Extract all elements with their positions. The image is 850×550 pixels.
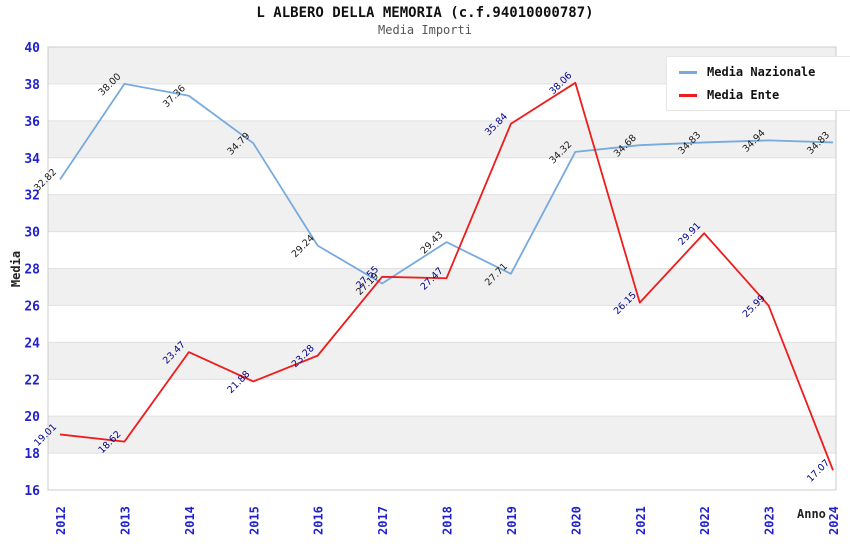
y-tick-label: 32 <box>24 189 40 204</box>
legend-swatch-media-ente <box>679 93 697 97</box>
x-tick-label: 2024 <box>827 506 841 535</box>
plot-band <box>48 342 836 380</box>
plot-border <box>47 46 837 491</box>
x-tick-label: 2022 <box>698 506 712 535</box>
data-point-label: 37.36 <box>161 83 188 110</box>
legend: Media Nazionale Media Ente <box>666 56 850 111</box>
data-point-label: 29.24 <box>290 233 317 260</box>
data-point-label: 29.43 <box>419 229 446 256</box>
x-tick-label: 2019 <box>505 506 519 535</box>
y-tick-label: 26 <box>24 299 40 314</box>
y-tick-label: 34 <box>24 152 40 167</box>
x-axis-title: Anno <box>797 507 826 521</box>
chart-subtitle: Media Importi <box>378 23 472 37</box>
x-tick-label: 2014 <box>183 506 197 535</box>
x-tick-label: 2017 <box>376 506 390 535</box>
y-axis-title: Media <box>9 250 23 288</box>
chart-title: L ALBERO DELLA MEMORIA (c.f.94010000787) <box>256 5 594 21</box>
x-tick-label: 2013 <box>118 506 132 535</box>
x-tick-label: 2021 <box>634 506 648 535</box>
x-tick-label: 2023 <box>763 506 777 535</box>
x-tick-label: 2012 <box>54 506 68 535</box>
plot-band <box>48 120 836 158</box>
y-tick-label: 18 <box>24 447 40 462</box>
x-tick-label: 2016 <box>312 506 326 535</box>
plot-band <box>48 416 836 454</box>
x-tick-label: 2015 <box>247 506 261 535</box>
legend-swatch-media-nazionale <box>679 70 697 74</box>
series-line-media-ente <box>59 81 834 471</box>
plot-band <box>48 194 836 232</box>
y-tick-label: 22 <box>24 373 40 388</box>
x-tick-label: 2020 <box>569 506 583 535</box>
legend-entry-media-nazionale: Media Nazionale <box>679 65 847 79</box>
y-tick-label: 30 <box>24 226 40 241</box>
y-tick-label: 16 <box>24 484 40 499</box>
legend-label: Media Ente <box>707 88 780 102</box>
y-tick-label: 24 <box>24 336 40 351</box>
data-point-label: 32.82 <box>32 167 59 194</box>
legend-label: Media Nazionale <box>707 65 816 79</box>
y-tick-label: 36 <box>24 115 40 130</box>
x-tick-label: 2018 <box>441 506 455 535</box>
y-tick-label: 38 <box>24 78 40 93</box>
y-tick-label: 40 <box>24 41 40 56</box>
plot-band <box>48 268 836 306</box>
y-tick-label: 20 <box>24 410 40 425</box>
series-line-media-nazionale <box>59 83 834 285</box>
legend-entry-media-ente: Media Ente <box>679 88 847 102</box>
y-tick-label: 28 <box>24 263 40 278</box>
data-point-label: 17.07 <box>805 458 832 485</box>
